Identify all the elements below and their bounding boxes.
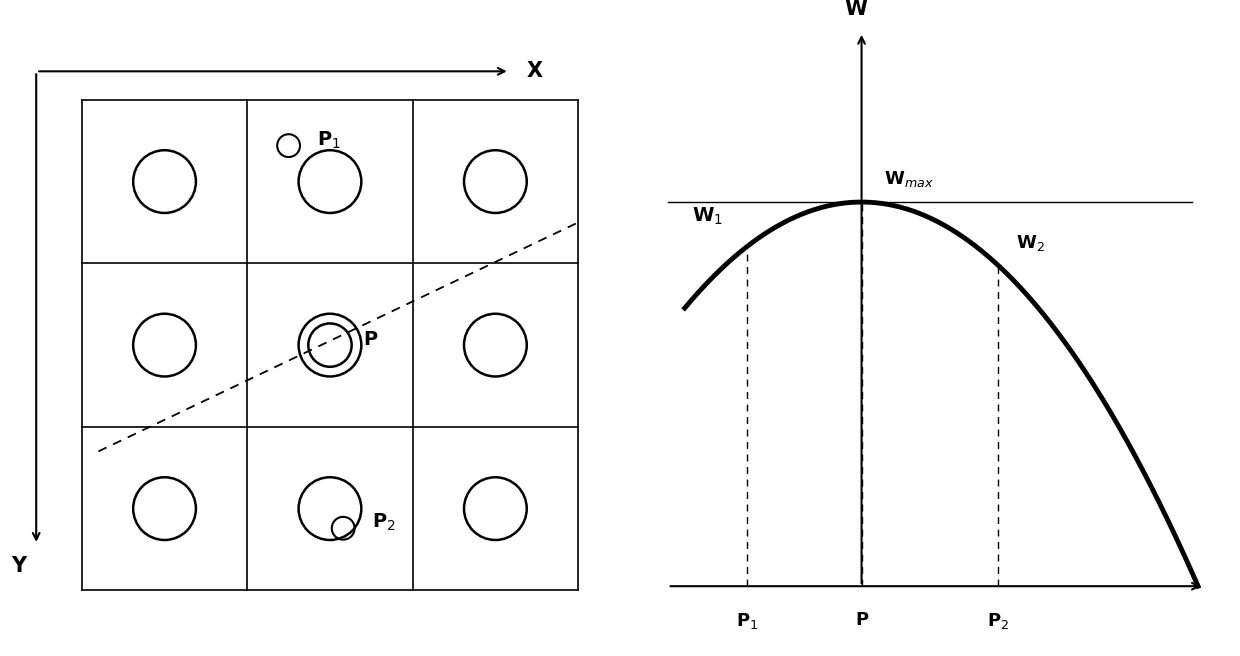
Text: P$_1$: P$_1$ bbox=[317, 129, 341, 151]
Text: P$_2$: P$_2$ bbox=[987, 611, 1009, 631]
Text: W: W bbox=[844, 0, 867, 20]
Text: W$_1$: W$_1$ bbox=[692, 206, 723, 227]
Text: P$_2$: P$_2$ bbox=[372, 512, 396, 533]
Text: W$_2$: W$_2$ bbox=[1016, 233, 1044, 253]
Text: P: P bbox=[363, 330, 377, 349]
Text: Y: Y bbox=[11, 556, 26, 576]
Text: P: P bbox=[856, 611, 868, 629]
Text: P$_1$: P$_1$ bbox=[737, 611, 759, 631]
Text: X: X bbox=[527, 61, 543, 81]
Text: W$_{max}$: W$_{max}$ bbox=[884, 169, 934, 190]
